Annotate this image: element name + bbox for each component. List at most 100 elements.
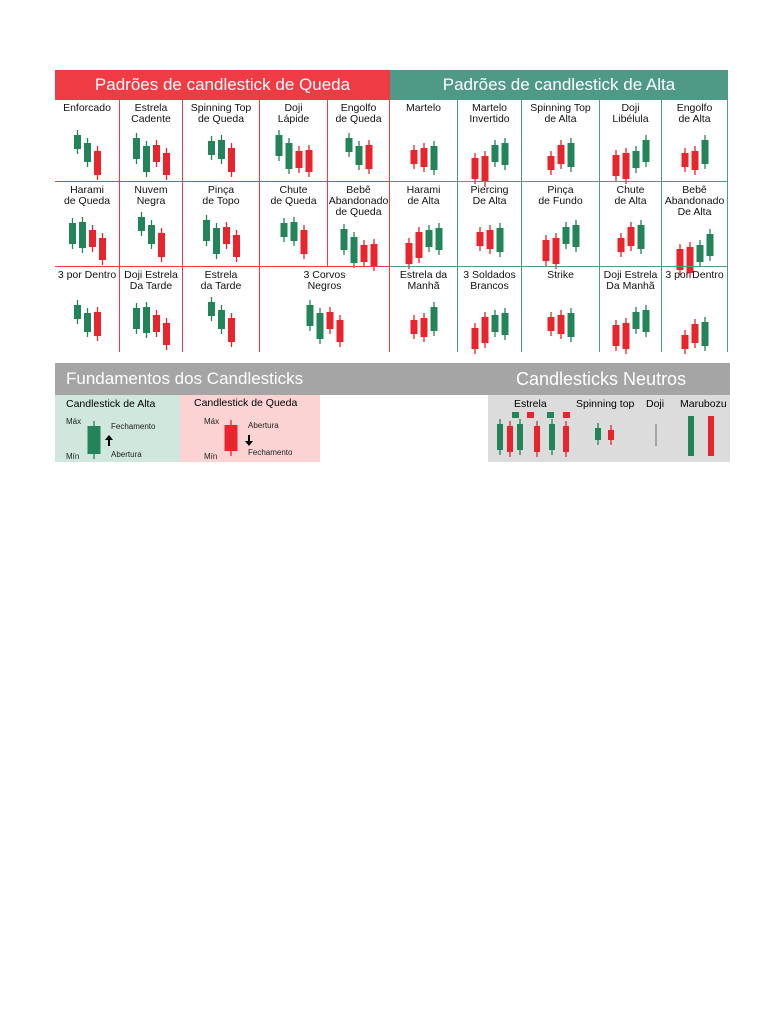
candle xyxy=(542,240,550,261)
candle xyxy=(153,145,160,162)
pattern-label: Engolfo de Alta xyxy=(662,100,728,182)
candle xyxy=(138,217,145,231)
candle xyxy=(572,225,580,247)
candle xyxy=(617,238,625,252)
candle xyxy=(686,247,694,273)
candle xyxy=(148,225,155,244)
pattern-label: Martelo xyxy=(390,100,458,182)
pattern-label: Bebê Abandonado de Queda xyxy=(328,182,390,267)
bullish-title: Padrões de candlestick de Alta xyxy=(390,70,728,100)
candle xyxy=(153,315,160,332)
candle xyxy=(701,322,709,346)
candle xyxy=(285,143,293,169)
candle xyxy=(99,238,106,260)
candle xyxy=(208,141,215,155)
candle xyxy=(306,305,314,326)
bear-title: Candlestick de Queda xyxy=(194,397,298,409)
candle xyxy=(491,315,499,332)
candle xyxy=(218,140,225,159)
candle xyxy=(94,151,101,175)
pattern-label: Doji Libélula xyxy=(600,100,662,182)
candle xyxy=(486,230,494,249)
label: Abertura xyxy=(248,421,279,430)
candle xyxy=(632,151,640,168)
label: Fechamento xyxy=(248,448,293,457)
pattern-label: Chute de Queda xyxy=(260,182,328,267)
candle xyxy=(547,156,555,170)
pattern-label: Doji Estrela Da Manhã xyxy=(600,267,662,352)
arrow xyxy=(245,435,253,446)
candle xyxy=(557,145,565,164)
candle xyxy=(275,135,283,156)
pattern-label: 3 por Dentro xyxy=(55,267,120,352)
pattern-label: Doji Lápide xyxy=(260,100,328,182)
candle xyxy=(208,302,215,316)
candle xyxy=(471,328,479,349)
candle xyxy=(143,307,150,333)
star xyxy=(547,412,554,418)
candle xyxy=(233,235,240,257)
candle xyxy=(163,323,170,345)
candle xyxy=(691,324,699,343)
candle xyxy=(350,237,358,263)
candle xyxy=(632,312,640,329)
pattern-label: 3 Corvos Negros xyxy=(260,267,390,352)
candle xyxy=(290,222,298,241)
pattern-label: Harami de Queda xyxy=(55,182,120,267)
candle xyxy=(701,140,709,164)
candle xyxy=(507,426,513,452)
neutral-label: Marubozu xyxy=(680,398,727,410)
pattern-label: Pinça de Fundo xyxy=(522,182,600,267)
candle xyxy=(415,232,423,258)
candle xyxy=(642,140,650,162)
candle xyxy=(410,150,418,164)
candle xyxy=(143,146,150,172)
candle xyxy=(370,244,378,266)
bull-title: Candlestick de Alta xyxy=(66,398,156,410)
candle xyxy=(316,313,324,339)
marubozu xyxy=(708,416,714,456)
star xyxy=(527,412,534,418)
candle xyxy=(405,243,413,264)
label: Máx xyxy=(204,417,220,426)
candle xyxy=(158,233,165,257)
candle xyxy=(223,227,230,244)
candle xyxy=(622,323,630,349)
candle xyxy=(300,230,308,254)
candle xyxy=(133,308,140,329)
candle xyxy=(563,426,569,452)
star xyxy=(563,412,570,418)
candle xyxy=(517,424,523,450)
candle xyxy=(476,232,484,246)
basics-title: Fundamentos dos Candlesticks xyxy=(66,369,304,388)
pattern-label: Spinning Top de Queda xyxy=(183,100,260,182)
candle xyxy=(696,245,704,262)
candle xyxy=(218,310,225,329)
candle xyxy=(228,148,235,172)
candle xyxy=(481,317,489,343)
candle xyxy=(336,320,344,342)
candle xyxy=(552,238,560,264)
candle xyxy=(501,143,509,165)
pattern-label: Estrela Cadente xyxy=(120,100,183,182)
pattern-label: 3 por Dentro xyxy=(662,267,728,352)
marubozu xyxy=(688,416,694,456)
label: Abertura xyxy=(111,450,142,459)
bear-box xyxy=(180,395,320,462)
candle xyxy=(69,223,76,244)
neutral-title: Candlesticks Neutros xyxy=(516,368,687,389)
candle xyxy=(224,425,238,451)
candle xyxy=(355,146,363,165)
candle xyxy=(74,135,81,149)
candle xyxy=(410,320,418,334)
pattern-label: Strike xyxy=(522,267,600,352)
candle xyxy=(87,426,101,454)
section-bar xyxy=(55,363,730,395)
bearish-title: Padrões de candlestick de Queda xyxy=(55,70,390,100)
pattern-label: Martelo Invertido xyxy=(458,100,522,182)
candle xyxy=(497,424,503,450)
candle xyxy=(79,222,86,248)
pattern-label: Enforcado xyxy=(55,100,120,182)
candle xyxy=(420,318,428,337)
pattern-label: Spinning Top de Alta xyxy=(522,100,600,182)
